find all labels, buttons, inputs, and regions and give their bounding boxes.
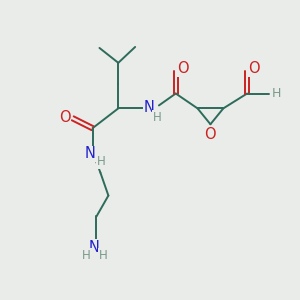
Text: H: H xyxy=(272,87,281,100)
Text: O: O xyxy=(59,110,70,125)
Text: H: H xyxy=(97,155,106,168)
Text: N: N xyxy=(89,240,100,255)
Text: H: H xyxy=(153,111,161,124)
Text: O: O xyxy=(177,61,188,76)
Text: O: O xyxy=(248,61,260,76)
Text: N: N xyxy=(85,146,96,161)
Text: N: N xyxy=(144,100,154,115)
Text: H: H xyxy=(82,248,91,262)
Text: O: O xyxy=(205,127,216,142)
Text: H: H xyxy=(99,248,108,262)
